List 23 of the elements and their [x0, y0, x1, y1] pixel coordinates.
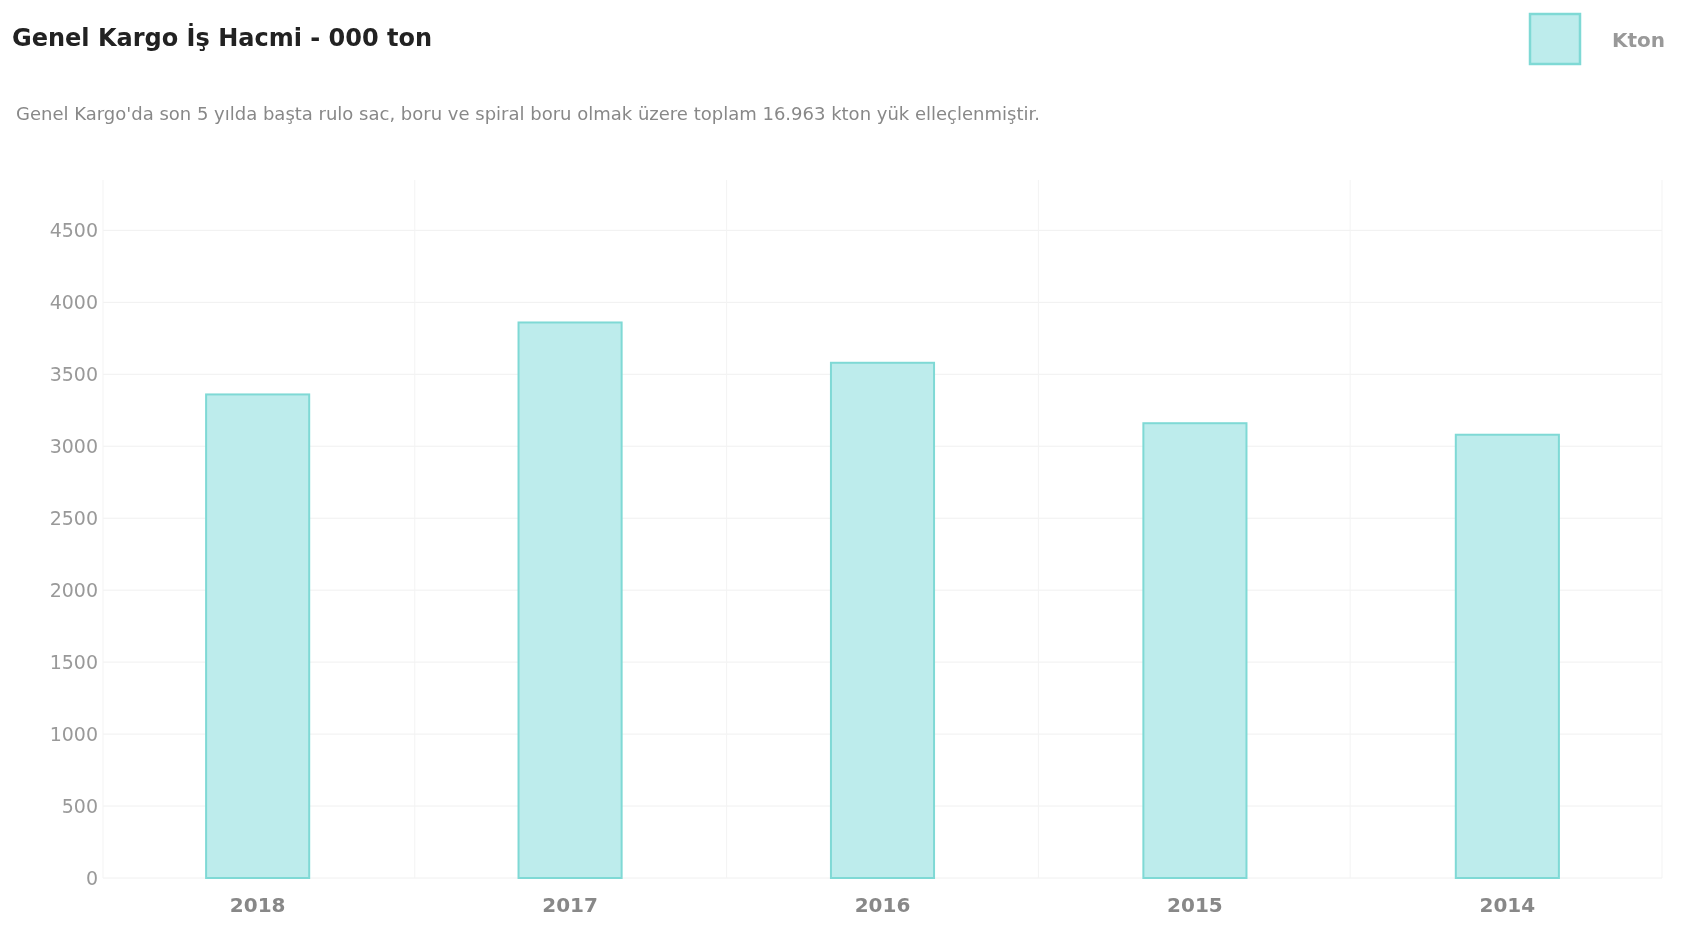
y-tick-label: 3500	[49, 363, 98, 386]
y-tick-label: 500	[61, 795, 98, 818]
text: Kton	[1611, 28, 1665, 52]
y-tick-label: 0	[85, 867, 98, 889]
bar	[517, 321, 623, 879]
y-tick-label: 3000	[49, 435, 98, 458]
x-tick-label: 2014	[1479, 893, 1536, 917]
bar	[829, 361, 936, 879]
y-tick-label: 2500	[49, 507, 98, 530]
y-tick-label: 4500	[49, 219, 98, 242]
bar	[205, 393, 311, 879]
y-tick-label: 4000	[49, 291, 98, 314]
bar	[1142, 422, 1248, 879]
x-tick-label: 2017	[542, 893, 598, 917]
x-tick-label: 2018	[229, 893, 286, 917]
chart-title: Genel Kargo İş Hacmi - 000 ton	[12, 23, 433, 52]
x-tick-label: 2016	[854, 893, 911, 917]
y-tick-label: 2000	[49, 579, 98, 602]
y-tick-label: 1000	[49, 723, 98, 746]
y-tick-label: 1500	[49, 651, 98, 674]
chart-subtitle: Genel Kargo'da son 5 yılda başta rulo sac, boru ve spiral boru olmak üzere toplam 16.963 kton yük elleçlenmiştir.	[16, 103, 1040, 124]
x-tick-label: 2015	[1167, 893, 1223, 917]
bar	[1454, 433, 1560, 879]
